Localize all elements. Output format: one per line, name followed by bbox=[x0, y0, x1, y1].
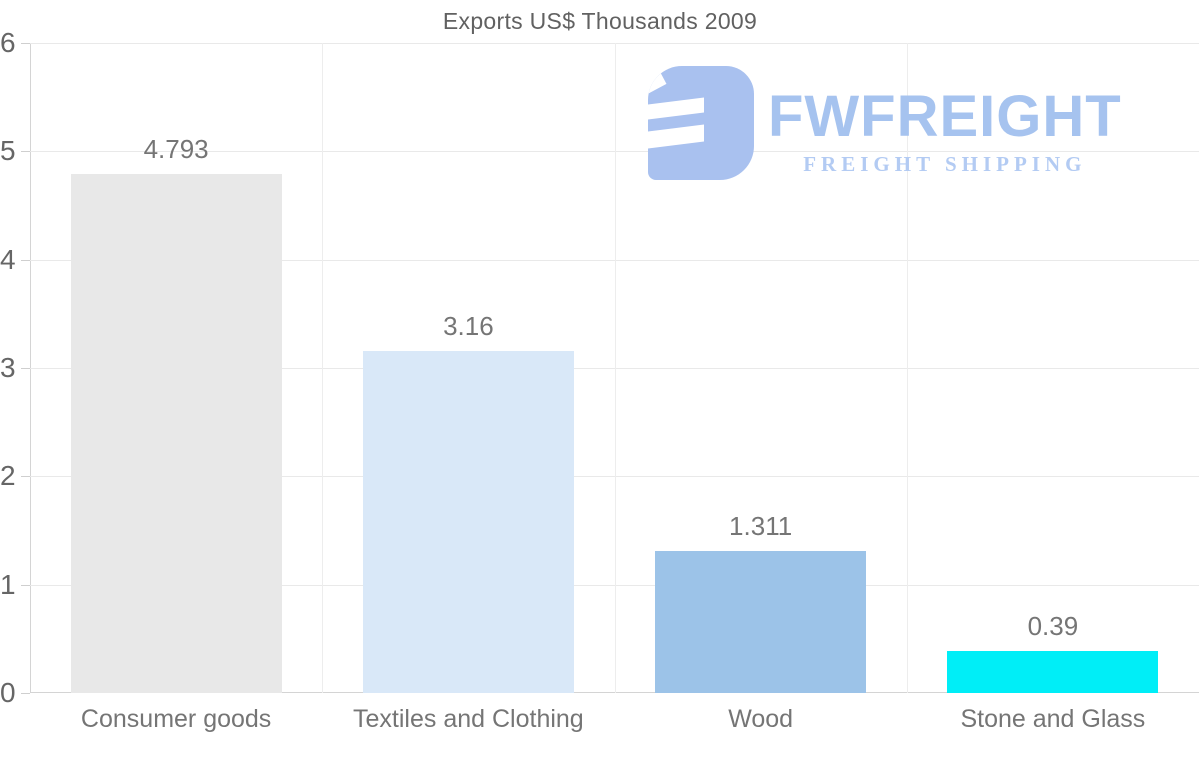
gridline-x-3 bbox=[906, 43, 908, 693]
logo-mark-cutout bbox=[648, 124, 704, 149]
category-label-textiles-and-clothing: Textiles and Clothing bbox=[353, 705, 584, 733]
gridline-x-2 bbox=[614, 43, 616, 693]
logo-tagline: FREIGHT SHIPPING bbox=[803, 152, 1087, 176]
logo-mark-cutout bbox=[648, 69, 667, 95]
bar-value-label-consumer-goods: 4.793 bbox=[143, 133, 209, 164]
bar-consumer-goods bbox=[70, 173, 282, 693]
bar-wood bbox=[655, 550, 867, 693]
logo-mark-cutout bbox=[648, 97, 704, 120]
plot-area bbox=[30, 43, 1199, 693]
y-tick-mark-3 bbox=[21, 368, 30, 369]
bar-textiles-and-clothing bbox=[362, 350, 574, 693]
y-tick-label-1: 1 bbox=[0, 568, 16, 600]
y-tick-mark-2 bbox=[21, 476, 30, 478]
category-label-stone-and-glass: Stone and Glass bbox=[960, 705, 1146, 733]
y-tick-label-2: 2 bbox=[0, 460, 16, 492]
y-tick-label-3: 3 bbox=[0, 352, 16, 383]
fwfreight-logo: FWFREIGHT FREIGHT SHIPPING bbox=[648, 66, 1122, 180]
bar-value-label-wood: 1.311 bbox=[729, 510, 793, 541]
y-tick-label-4: 4 bbox=[0, 243, 16, 275]
logo-text-block: FWFREIGHT FREIGHT SHIPPING bbox=[768, 66, 1122, 177]
category-label-wood: Wood bbox=[728, 705, 794, 733]
bar-value-label-stone-and-glass: 0.39 bbox=[1027, 610, 1079, 641]
fwfreight-logo-icon bbox=[648, 66, 754, 180]
bar-value-label-textiles-and-clothing: 3.16 bbox=[443, 310, 494, 341]
y-tick-mark-6 bbox=[21, 43, 30, 44]
gridline-x-1 bbox=[322, 43, 324, 693]
y-tick-label-6: 6 bbox=[0, 27, 16, 58]
y-tick-label-0: 0 bbox=[0, 677, 16, 708]
logo-name: FWFREIGHT bbox=[768, 84, 1122, 149]
y-tick-mark-1 bbox=[21, 584, 30, 586]
y-tick-mark-0 bbox=[21, 693, 30, 694]
bar-stone-and-glass bbox=[947, 650, 1159, 693]
y-tick-label-5: 5 bbox=[0, 135, 16, 167]
chart-title: Exports US$ Thousands 2009 bbox=[442, 8, 758, 34]
y-tick-mark-4 bbox=[21, 259, 30, 261]
y-tick-mark-5 bbox=[21, 151, 30, 153]
category-label-consumer-goods: Consumer goods bbox=[80, 705, 272, 733]
